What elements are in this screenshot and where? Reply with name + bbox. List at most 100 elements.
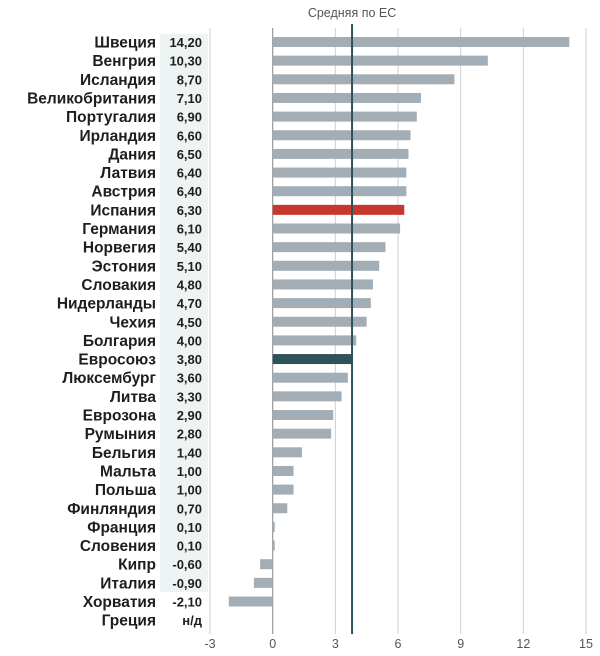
value-label: 6,40 <box>177 184 202 199</box>
value-label: 1,00 <box>177 483 202 498</box>
bar[interactable] <box>272 316 367 327</box>
bar[interactable] <box>272 37 570 47</box>
category-label: Еврозона <box>83 408 157 425</box>
bar[interactable] <box>272 354 353 365</box>
category-label: Исландия <box>80 72 156 89</box>
bar[interactable] <box>253 577 273 588</box>
bar[interactable] <box>272 428 332 439</box>
value-label: 6,90 <box>177 110 202 125</box>
bar[interactable] <box>228 596 273 607</box>
x-tick-label: 0 <box>269 637 276 651</box>
bar[interactable] <box>272 55 488 66</box>
value-label: 6,10 <box>177 222 202 237</box>
value-label: н/д <box>182 613 202 628</box>
category-label: Италия <box>100 575 156 592</box>
category-label: Ирландия <box>80 128 156 145</box>
category-label: Евросоюз <box>78 352 156 369</box>
value-label: 6,30 <box>177 203 202 218</box>
value-label: 3,30 <box>177 389 202 404</box>
bar[interactable] <box>272 148 409 159</box>
category-label: Литва <box>110 389 156 406</box>
category-label: Финляндия <box>67 501 156 518</box>
value-label: 0,10 <box>177 520 202 535</box>
value-label: 2,90 <box>177 408 202 423</box>
value-label: 7,10 <box>177 91 202 106</box>
bar[interactable] <box>272 223 401 234</box>
category-label: Франция <box>87 519 156 536</box>
bar[interactable] <box>272 521 275 532</box>
category-label: Австрия <box>91 184 156 201</box>
category-label: Люксембург <box>62 370 156 387</box>
value-label: 0,10 <box>177 539 202 554</box>
value-label: 10,30 <box>169 54 202 69</box>
bar[interactable] <box>272 372 348 383</box>
category-label: Хорватия <box>83 594 156 611</box>
value-label: -0,90 <box>172 576 202 591</box>
bar[interactable] <box>272 242 386 253</box>
bar[interactable] <box>272 298 371 309</box>
value-label: 6,60 <box>177 128 202 143</box>
category-label: Дания <box>108 146 156 163</box>
x-tick-label: 9 <box>457 637 464 651</box>
value-label: 3,60 <box>177 371 202 386</box>
category-label: Мальта <box>100 463 156 480</box>
category-label: Великобритания <box>27 90 156 107</box>
value-label: 4,70 <box>177 296 202 311</box>
category-label: Швеция <box>94 35 156 52</box>
category-label: Кипр <box>118 557 156 574</box>
category-label: Словения <box>80 538 156 555</box>
bar[interactable] <box>272 503 288 514</box>
bar[interactable] <box>272 279 373 290</box>
category-label: Польша <box>95 482 157 499</box>
value-label: 2,80 <box>177 427 202 442</box>
eu-average-label: Средняя по ЕС <box>308 6 396 20</box>
bar[interactable] <box>272 260 380 271</box>
value-label: 3,80 <box>177 352 202 367</box>
x-tick-label: 3 <box>332 637 339 651</box>
category-label: Нидерланды <box>57 296 156 313</box>
value-label: 4,00 <box>177 333 202 348</box>
bar[interactable] <box>272 130 411 141</box>
bar[interactable] <box>272 92 421 103</box>
value-label: 4,80 <box>177 277 202 292</box>
x-tick-label: 15 <box>579 637 593 651</box>
bar[interactable] <box>272 111 417 122</box>
category-label: Латвия <box>100 165 156 182</box>
value-label: 6,40 <box>177 166 202 181</box>
bar[interactable] <box>272 186 407 197</box>
bar[interactable] <box>260 559 273 570</box>
value-label: 8,70 <box>177 72 202 87</box>
value-label: -0,60 <box>172 557 202 572</box>
category-label: Румыния <box>85 426 156 443</box>
category-label: Норвегия <box>83 240 156 257</box>
bar[interactable] <box>272 335 357 346</box>
x-tick-label: -3 <box>204 637 215 651</box>
value-label: -2,10 <box>172 595 202 610</box>
bar[interactable] <box>272 540 275 551</box>
value-label: 14,20 <box>169 35 202 50</box>
bar[interactable] <box>272 465 294 476</box>
category-label: Словакия <box>81 277 156 294</box>
category-label: Португалия <box>66 109 156 126</box>
bar[interactable] <box>272 410 334 420</box>
value-label: 4,50 <box>177 315 202 330</box>
value-label: 0,70 <box>177 501 202 516</box>
category-label: Чехия <box>110 314 157 331</box>
category-label: Эстония <box>92 258 156 275</box>
x-tick-label: 12 <box>516 637 530 651</box>
bar[interactable] <box>272 447 302 458</box>
category-label: Бельгия <box>92 445 156 462</box>
bar[interactable] <box>272 74 455 85</box>
value-label: 6,50 <box>177 147 202 162</box>
category-label: Болгария <box>83 333 156 350</box>
value-label: 1,00 <box>177 464 202 479</box>
bar[interactable] <box>272 167 407 178</box>
bar[interactable] <box>272 484 294 495</box>
category-label: Испания <box>90 202 156 219</box>
value-label: 5,40 <box>177 240 202 255</box>
bar[interactable] <box>272 204 405 215</box>
bar[interactable] <box>272 391 342 402</box>
category-label: Венгрия <box>92 53 156 70</box>
